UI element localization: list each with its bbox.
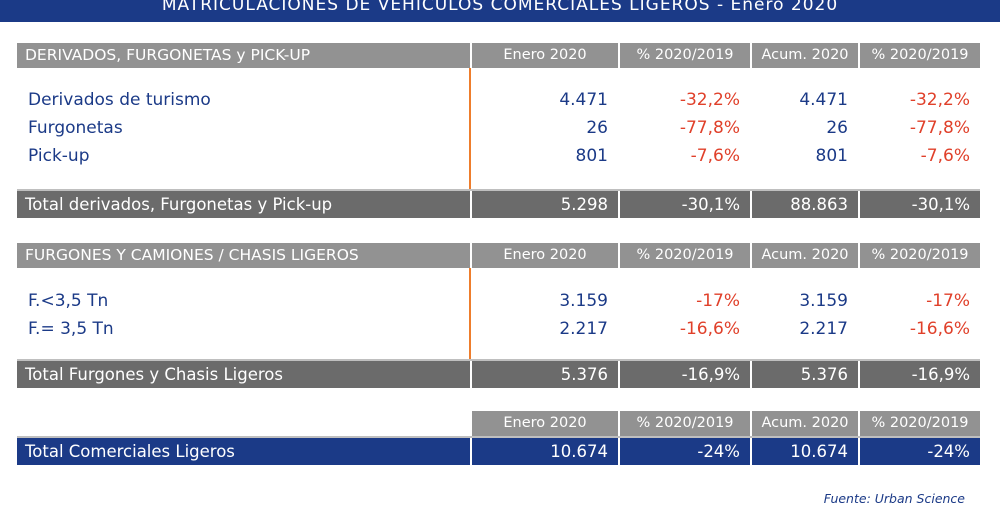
value-pct: -77,8% <box>679 118 740 138</box>
total-pct-acum: -16,9% <box>858 361 980 388</box>
total-enero: 5.298 <box>470 191 618 218</box>
value-pct-acum: -17% <box>926 291 970 311</box>
column-header-pct-acum: % 2020/2019 <box>858 43 980 68</box>
total-pct-acum: -30,1% <box>858 191 980 218</box>
column-header-pct: % 2020/2019 <box>618 411 750 436</box>
column-header-pct-acum: % 2020/2019 <box>858 243 980 268</box>
value-pct: -32,2% <box>679 90 740 110</box>
column-header-acum: Acum. 2020 <box>750 43 858 68</box>
value-enero: 3.159 <box>559 291 608 311</box>
column-header-acum: Acum. 2020 <box>750 243 858 268</box>
section-heading-derivados: DERIVADOS, FURGONETAS y PICK-UP <box>17 43 470 68</box>
total-label: Total Furgones y Chasis Ligeros <box>17 361 470 388</box>
value-pct-acum: -7,6% <box>920 146 970 166</box>
column-header-enero: Enero 2020 <box>470 43 618 68</box>
column-divider <box>469 68 471 191</box>
divider <box>17 359 980 361</box>
row-label: Furgonetas <box>28 118 123 138</box>
divider <box>17 189 980 191</box>
value-enero: 4.471 <box>559 90 608 110</box>
row-label: F.<3,5 Tn <box>28 291 109 311</box>
source-note: Fuente: Urban Science <box>823 491 965 506</box>
column-header-pct-acum: % 2020/2019 <box>858 411 980 436</box>
total-acum: 5.376 <box>750 361 858 388</box>
grand-total-enero: 10.674 <box>470 438 618 465</box>
value-pct-acum: -16,6% <box>909 319 970 339</box>
value-enero: 2.217 <box>559 319 608 339</box>
total-pct: -30,1% <box>618 191 750 218</box>
column-divider <box>469 268 471 361</box>
value-acum: 26 <box>826 118 848 138</box>
value-pct: -16,6% <box>679 319 740 339</box>
value-enero: 801 <box>575 146 608 166</box>
total-acum: 88.863 <box>750 191 858 218</box>
value-acum: 4.471 <box>799 90 848 110</box>
row-label: Derivados de turismo <box>28 90 211 110</box>
column-header-pct: % 2020/2019 <box>618 43 750 68</box>
value-pct: -17% <box>696 291 740 311</box>
value-acum: 2.217 <box>799 319 848 339</box>
column-header-acum: Acum. 2020 <box>750 411 858 436</box>
value-pct: -7,6% <box>690 146 740 166</box>
report-title: MATRICULACIONES DE VEHÍCULOS COMERCIALES… <box>0 0 1000 22</box>
section-heading-furgones: FURGONES Y CAMIONES / CHASIS LIGEROS <box>17 243 470 268</box>
grand-total-label: Total Comerciales Ligeros <box>17 438 470 465</box>
value-enero: 26 <box>586 118 608 138</box>
row-label: F.= 3,5 Tn <box>28 319 114 339</box>
grand-total-acum: 10.674 <box>750 438 858 465</box>
grand-total-pct: -24% <box>618 438 750 465</box>
value-pct-acum: -32,2% <box>909 90 970 110</box>
column-header-pct: % 2020/2019 <box>618 243 750 268</box>
value-acum: 801 <box>815 146 848 166</box>
grand-total-pct-acum: -24% <box>858 438 980 465</box>
column-header-enero: Enero 2020 <box>470 411 618 436</box>
total-pct: -16,9% <box>618 361 750 388</box>
column-header-enero: Enero 2020 <box>470 243 618 268</box>
value-acum: 3.159 <box>799 291 848 311</box>
total-label: Total derivados, Furgonetas y Pick-up <box>17 191 470 218</box>
total-enero: 5.376 <box>470 361 618 388</box>
divider <box>17 436 980 438</box>
row-label: Pick-up <box>28 146 90 166</box>
value-pct-acum: -77,8% <box>909 118 970 138</box>
